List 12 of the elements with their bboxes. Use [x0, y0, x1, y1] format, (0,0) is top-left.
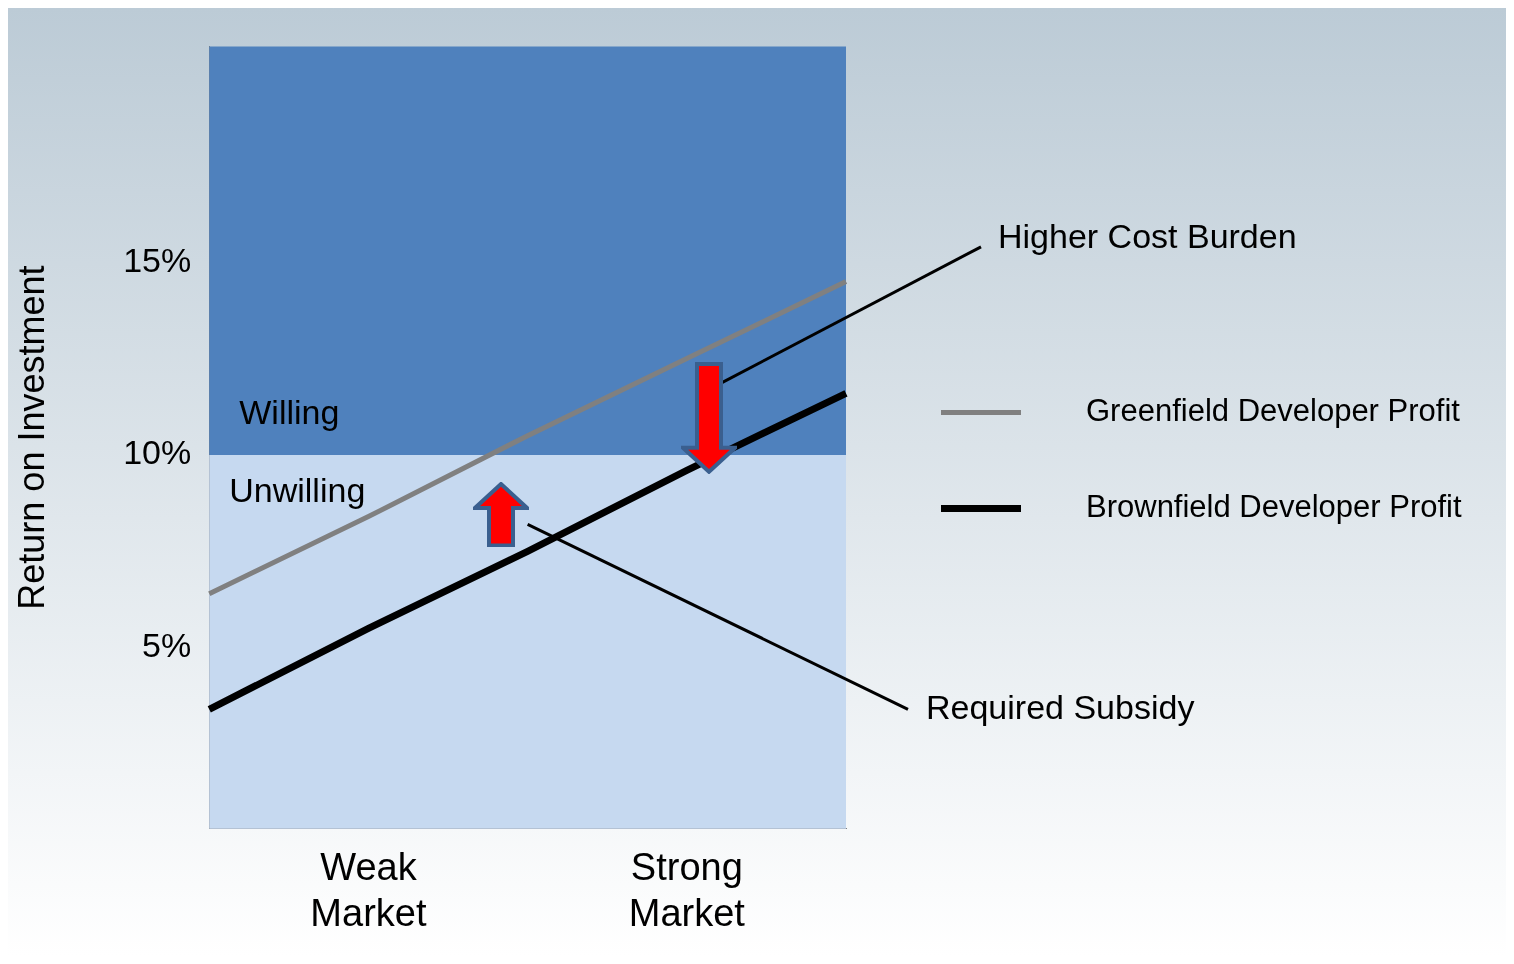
y-tick-label: 5% — [142, 626, 192, 665]
x-tick-label: Weak Market — [310, 846, 427, 934]
band-label: Willing — [239, 393, 340, 432]
band-label: Unwilling — [229, 471, 366, 510]
text: Required Subsidy — [926, 687, 1195, 726]
y-axis-title: Return on Investment — [10, 265, 52, 610]
text: Higher Cost Burden — [998, 217, 1297, 256]
legend-label: Greenfield Developer Profit — [1086, 393, 1461, 429]
x-tick-label: Strong Market — [628, 846, 746, 934]
y-tick-label: 15% — [123, 240, 192, 279]
y-tick-label: 10% — [123, 433, 192, 472]
legend-label: Brownfield Developer Profit — [1086, 489, 1462, 525]
